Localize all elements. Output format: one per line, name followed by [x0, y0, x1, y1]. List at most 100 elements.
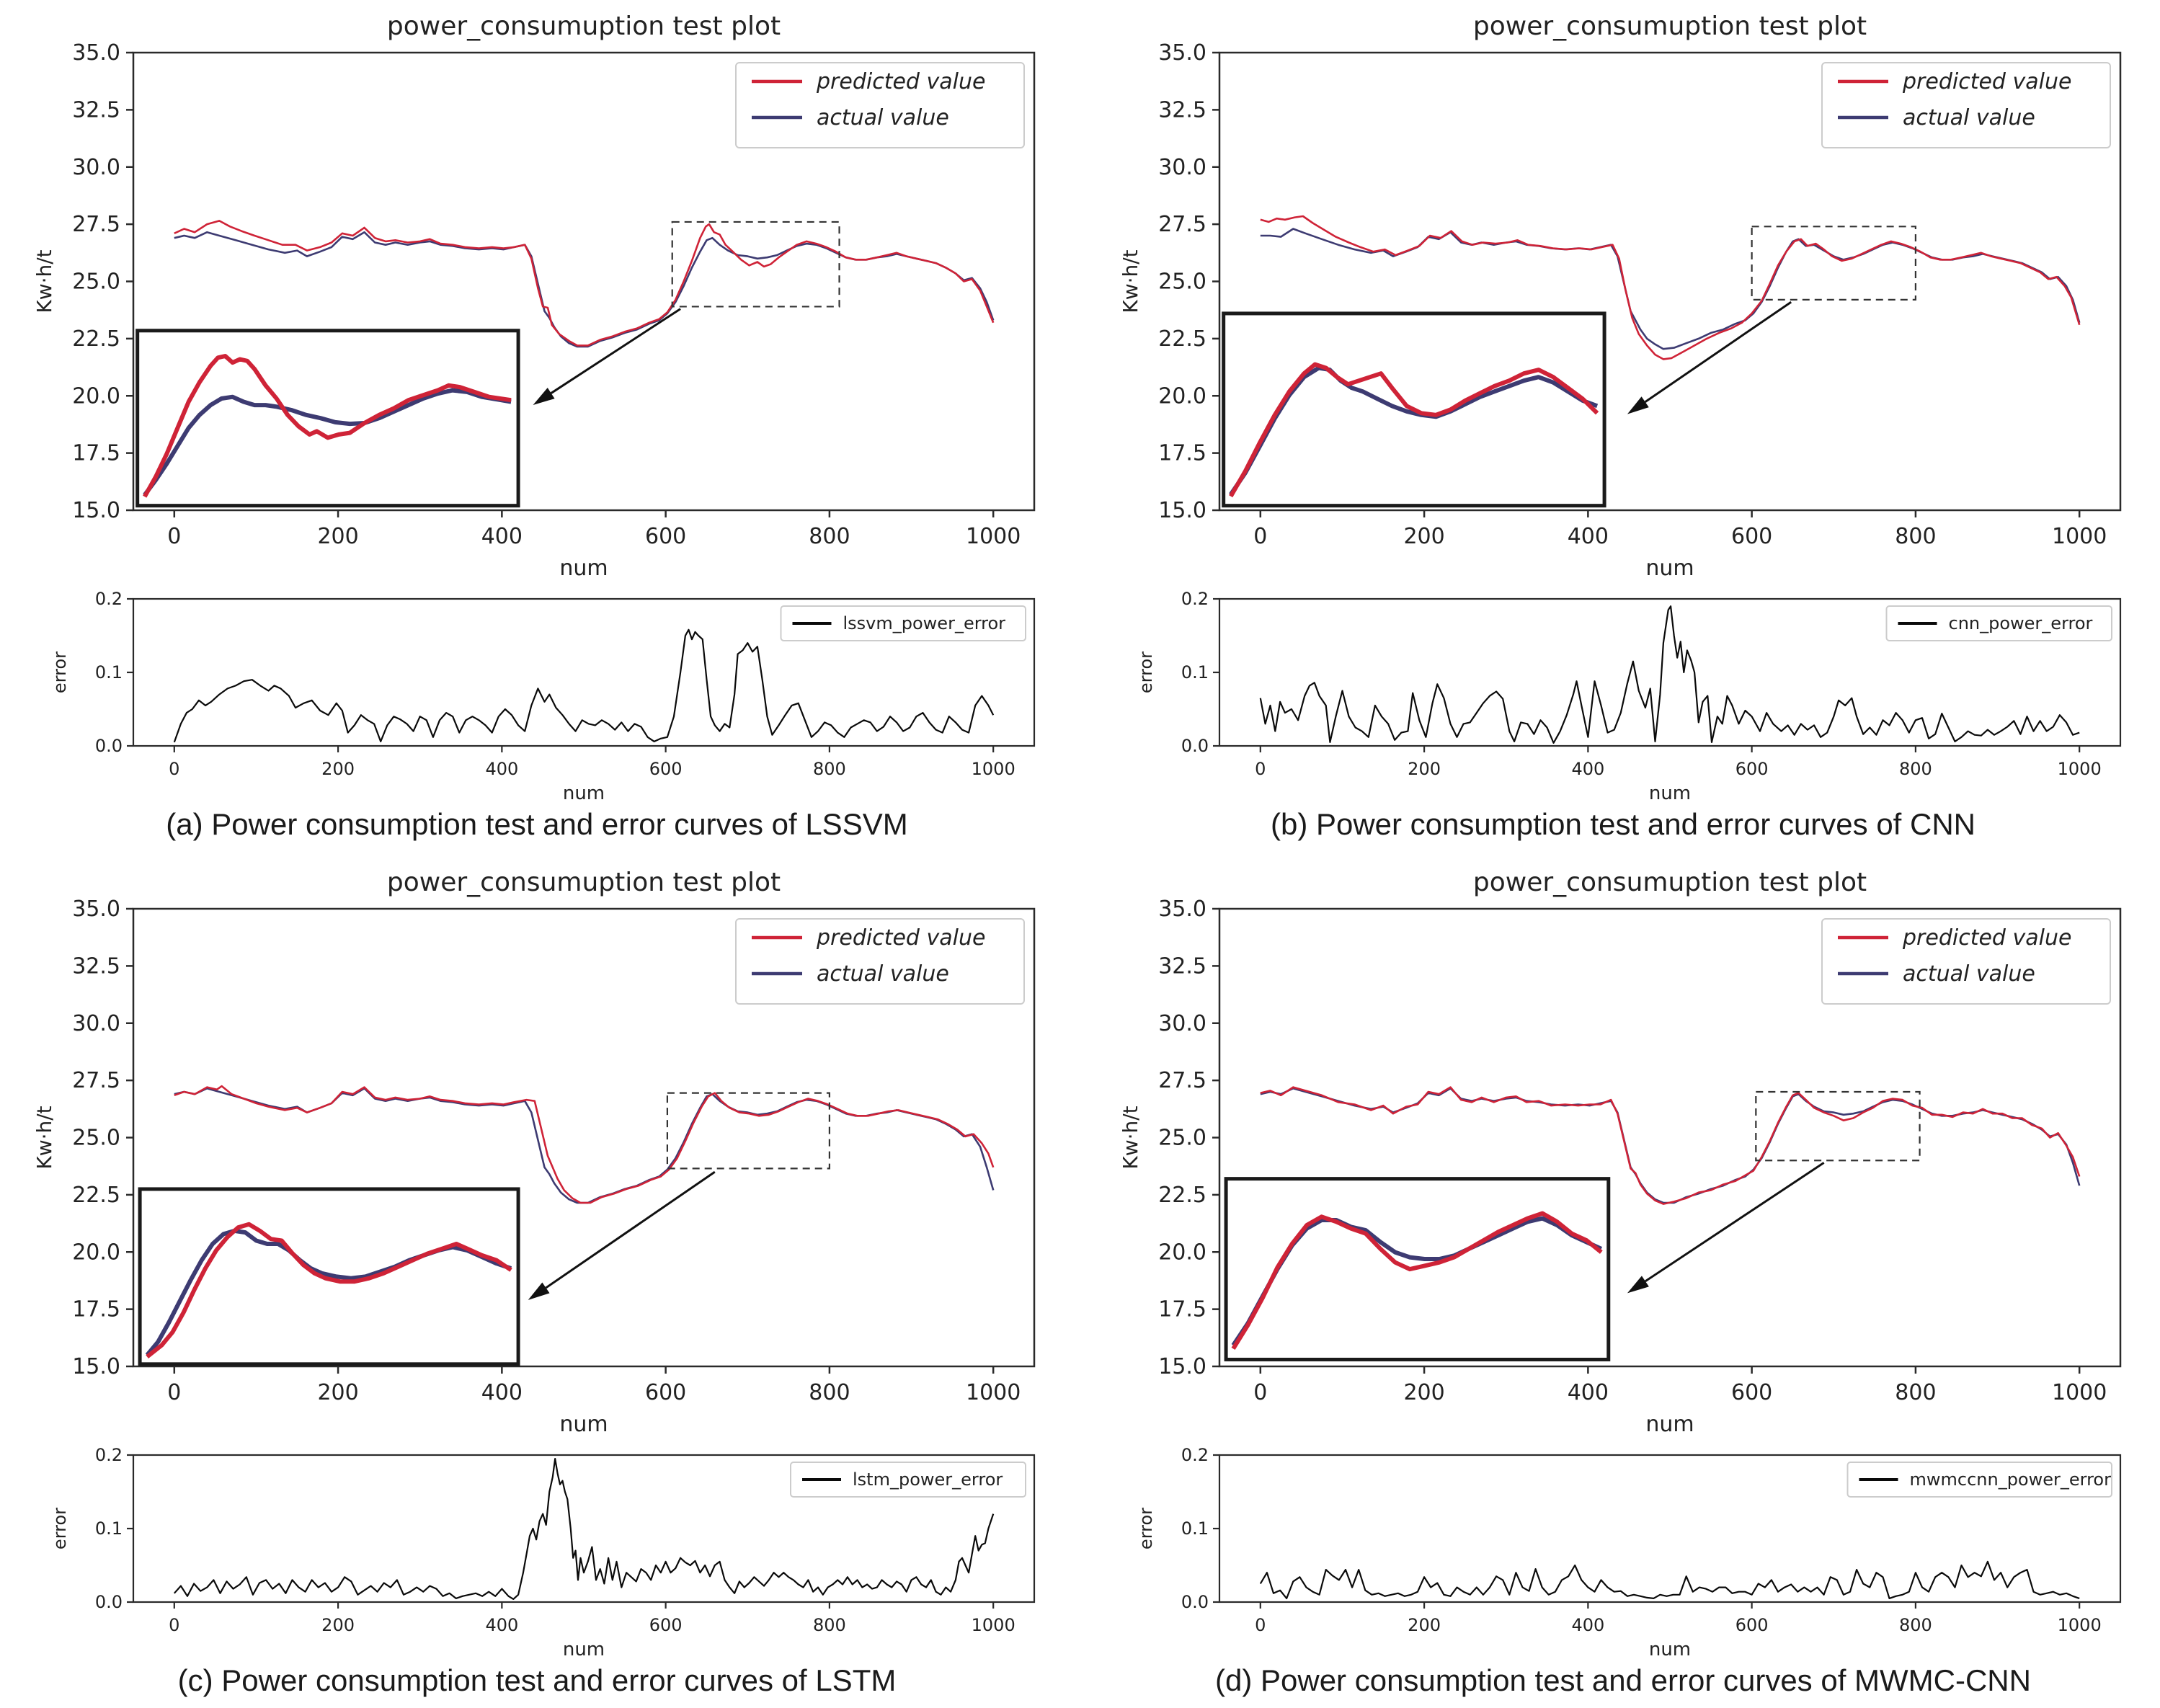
- inset-content: [1231, 1211, 1603, 1350]
- panel-b: power_consumuption test plot 35.0 32.5 30.0…: [1104, 6, 2142, 856]
- y-tick-label: 27.5: [1158, 212, 1206, 237]
- predicted-value-line: [1260, 1086, 2081, 1205]
- y-tick-label: 0.2: [95, 589, 123, 609]
- x-axis-label: num: [1649, 783, 1691, 802]
- legend-box: [1846, 1462, 2112, 1498]
- y-tick-label: 0.0: [1181, 736, 1209, 756]
- x-tick-label: 0: [1253, 1380, 1267, 1405]
- legend-label: cnn_power_error: [1949, 613, 2093, 633]
- x-tick-label: 1000: [2052, 524, 2107, 549]
- x-axis-label: num: [563, 1639, 605, 1658]
- legend-box: [1821, 62, 2111, 148]
- x-tick-label: 0: [1255, 1615, 1266, 1635]
- x-tick-label: 400: [481, 1380, 523, 1405]
- error-line: [1259, 605, 2080, 744]
- legend: predicted value actual value: [735, 918, 1025, 1005]
- y-tick-label: 22.5: [72, 1183, 120, 1208]
- y-axis-label: Kw·h/t: [32, 1106, 56, 1169]
- main-chart-a: power_consumuption test plot 35.0 32.5 30.0…: [32, 12, 1036, 581]
- y-tick-label: 22.5: [72, 326, 120, 352]
- predicted-value-line: [174, 220, 995, 347]
- legend-label: actual value: [817, 105, 949, 130]
- y-tick-label: 0.2: [95, 1445, 123, 1465]
- x-tick-label: 200: [317, 524, 358, 549]
- error-line: [1259, 1560, 2080, 1599]
- x-tick-label: 400: [481, 524, 523, 549]
- x-axis-label: num: [1645, 556, 1694, 581]
- caption-d: (d) Power consumption test and error cur…: [1215, 1663, 2031, 1697]
- zoom-arrow: [1644, 301, 1792, 403]
- y-tick-label: 0.1: [1181, 662, 1209, 682]
- y-tick-label: 22.5: [1158, 326, 1206, 352]
- y-tick-label: 30.0: [1158, 155, 1206, 180]
- y-tick-label: 30.0: [72, 155, 120, 180]
- legend: predicted value actual value: [735, 62, 1025, 148]
- error-chart-b: 0.0 0.1 0.2 0 200 400 600 800 1000 error num cnn_po…: [1136, 589, 2122, 802]
- inset-predicted-value-line: [146, 1222, 512, 1358]
- y-tick-label: 15.0: [72, 1354, 120, 1379]
- y-tick-label: 0.2: [1181, 1445, 1209, 1465]
- y-axis-label: error: [50, 1508, 70, 1549]
- caption-b: (b) Power consumption test and error cur…: [1270, 807, 1976, 841]
- y-tick-label: 0.0: [95, 736, 123, 756]
- x-axis-label: num: [559, 556, 608, 581]
- x-tick-label: 0: [167, 1380, 181, 1405]
- chart-title: power_consumuption test plot: [387, 12, 781, 41]
- y-axis-label: Kw·h/t: [1119, 1106, 1142, 1169]
- x-axis-label: num: [1649, 1639, 1691, 1658]
- panel-d: power_consumuption test plot 35.0 32.5 30.0…: [1104, 862, 2142, 1708]
- zoom-arrow: [550, 308, 681, 394]
- x-tick-label: 400: [1571, 759, 1604, 779]
- zoom-arrow-head: [528, 1282, 550, 1300]
- y-tick-label: 25.0: [1158, 270, 1206, 295]
- chart-title: power_consumuption test plot: [1473, 868, 1867, 897]
- error-chart-d: 0.0 0.1 0.2 0 200 400 600 800 1000 error num mwmccn…: [1136, 1445, 2122, 1658]
- legend-box: [735, 62, 1025, 148]
- y-tick-label: 0.1: [95, 1518, 123, 1539]
- legend: lstm_power_error: [790, 1462, 1026, 1498]
- x-tick-label: 0: [1253, 524, 1267, 549]
- zoom-arrow-head: [533, 388, 555, 405]
- zoom-arrow-head: [1627, 396, 1649, 414]
- legend-box: [780, 605, 1026, 641]
- y-tick-label: 0.0: [95, 1592, 123, 1612]
- y-tick-label: 32.5: [72, 97, 120, 123]
- predicted-value-line: [174, 1085, 995, 1204]
- x-tick-label: 1000: [972, 1615, 1015, 1635]
- x-tick-label: 1000: [972, 759, 1015, 779]
- legend-label: predicted value: [816, 69, 985, 94]
- legend-box: [790, 1462, 1026, 1498]
- y-tick-label: 20.0: [72, 383, 120, 409]
- legend-label: lssvm_power_error: [843, 613, 1006, 633]
- y-tick-label: 25.0: [72, 270, 120, 295]
- x-tick-label: 0: [169, 1615, 179, 1635]
- y-tick-label: 32.5: [1158, 953, 1206, 979]
- x-tick-label: 1000: [2058, 759, 2102, 779]
- zoom-arrow: [1645, 1162, 1825, 1283]
- y-tick-label: 15.0: [72, 498, 120, 523]
- inset-actual-value-line: [143, 388, 512, 497]
- y-tick-label: 35.0: [72, 40, 120, 66]
- x-tick-label: 400: [1571, 1615, 1604, 1635]
- main-chart-b: power_consumuption test plot 35.0 32.5 30.0…: [1119, 12, 2122, 581]
- legend-label: predicted value: [1902, 69, 2071, 94]
- legend: predicted value actual value: [1821, 918, 2111, 1005]
- y-tick-label: 0.1: [95, 662, 123, 682]
- zoom-arrow-head: [1627, 1276, 1649, 1294]
- y-tick-label: 27.5: [1158, 1068, 1206, 1093]
- error-line: [173, 628, 995, 743]
- main-chart-c: power_consumuption test plot 35.0 32.5 30.0…: [32, 868, 1036, 1437]
- y-tick-label: 15.0: [1158, 498, 1206, 523]
- zoom-region-box: [1751, 226, 1917, 301]
- y-tick-label: 0.0: [1181, 1592, 1209, 1612]
- zoom-region-box: [666, 1092, 831, 1170]
- y-tick-label: 17.5: [1158, 441, 1206, 466]
- y-tick-label: 17.5: [1158, 1297, 1206, 1322]
- x-tick-label: 800: [1899, 759, 1932, 779]
- y-axis-label: error: [50, 651, 70, 693]
- inset-actual-value-line: [1229, 365, 1599, 496]
- inset-predicted-value-line: [1231, 1211, 1603, 1350]
- x-tick-label: 600: [645, 1380, 686, 1405]
- y-tick-label: 0.1: [1181, 1518, 1209, 1539]
